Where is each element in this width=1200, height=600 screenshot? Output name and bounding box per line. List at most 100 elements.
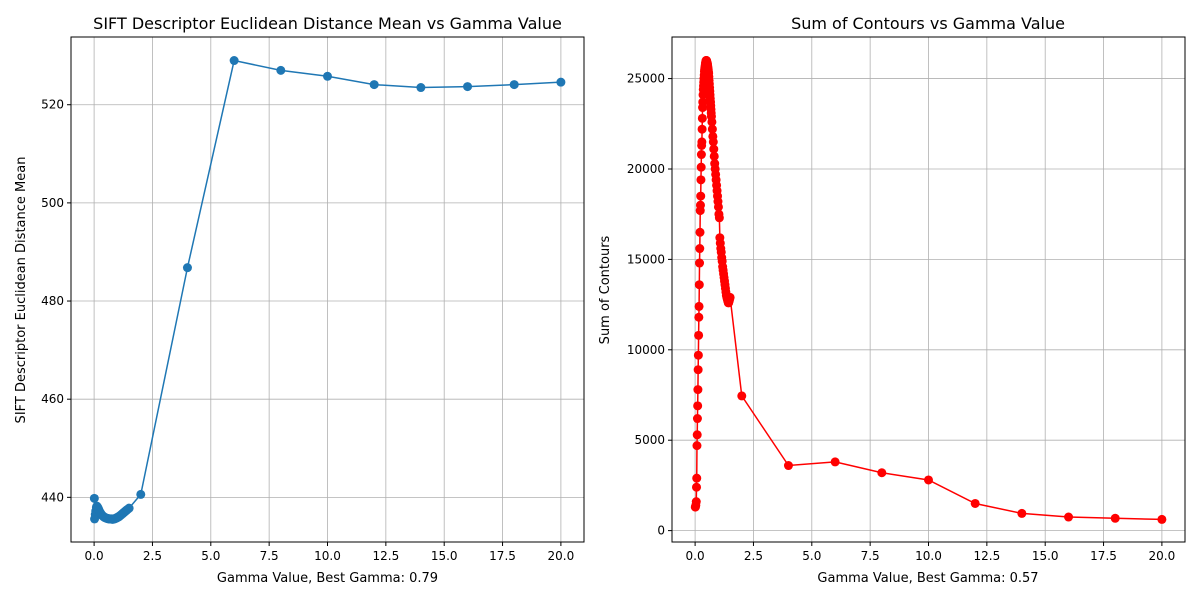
data-point bbox=[1157, 514, 1167, 524]
y-tick-label: 10000 bbox=[627, 343, 665, 357]
y-axis-label: Sum of Contours bbox=[598, 235, 613, 344]
x-tick-label: 2.5 bbox=[744, 549, 763, 563]
x-tick-label: 15.0 bbox=[431, 549, 458, 563]
y-tick-label: 500 bbox=[41, 196, 64, 210]
x-tick-label: 5.0 bbox=[201, 549, 220, 563]
data-point bbox=[697, 137, 707, 147]
data-point bbox=[276, 65, 286, 75]
data-point bbox=[182, 263, 192, 273]
x-axis-label: Gamma Value, Best Gamma: 0.79 bbox=[217, 571, 438, 586]
x-axis-label: Gamma Value, Best Gamma: 0.57 bbox=[817, 571, 1038, 586]
x-tick-label: 20.0 bbox=[1149, 549, 1176, 563]
data-point bbox=[136, 489, 146, 499]
data-point bbox=[697, 124, 707, 134]
data-point bbox=[725, 292, 735, 302]
y-tick-label: 0 bbox=[657, 524, 665, 538]
data-point bbox=[694, 330, 704, 340]
x-tick-label: 15.0 bbox=[1032, 549, 1059, 563]
y-tick-label: 15000 bbox=[627, 252, 665, 266]
grid-lines bbox=[71, 37, 584, 542]
x-tick-label: 17.5 bbox=[1090, 549, 1117, 563]
data-point bbox=[694, 301, 704, 311]
chart-sift-distance: SIFT Descriptor Euclidean Distance Mean … bbox=[14, 14, 585, 586]
data-point bbox=[695, 258, 705, 268]
data-point bbox=[229, 56, 239, 66]
y-tick-label: 25000 bbox=[627, 72, 665, 86]
data-point bbox=[698, 97, 708, 107]
data-point bbox=[509, 80, 519, 90]
x-tick-label: 5.0 bbox=[802, 549, 821, 563]
data-point bbox=[714, 213, 724, 223]
y-axis-label: SIFT Descriptor Euclidean Distance Mean bbox=[14, 157, 29, 424]
data-point bbox=[691, 497, 701, 507]
data-point bbox=[707, 124, 717, 134]
y-tick-label: 440 bbox=[41, 490, 64, 504]
axis-ticks: 0.0 2.5 5.0 7.5 10.0 12.5 15.0 17.5 20.0 0 5000 100… bbox=[627, 72, 1175, 563]
data-point bbox=[830, 457, 840, 467]
data-series bbox=[89, 56, 566, 524]
data-point bbox=[694, 312, 704, 322]
data-point bbox=[924, 475, 933, 485]
data-point bbox=[693, 401, 703, 411]
data-point bbox=[369, 80, 379, 90]
data-point bbox=[124, 503, 134, 513]
data-point bbox=[463, 82, 473, 92]
axis-ticks: 0.0 2.5 5.0 7.5 10.0 12.5 15.0 17.5 20.0 440 460 48… bbox=[41, 98, 574, 563]
x-tick-label: 7.5 bbox=[260, 549, 279, 563]
data-point bbox=[696, 175, 706, 185]
data-point bbox=[323, 71, 332, 81]
data-point bbox=[693, 350, 703, 360]
data-point bbox=[695, 200, 705, 210]
data-point bbox=[696, 162, 706, 172]
data-point bbox=[556, 77, 566, 87]
data-point bbox=[693, 385, 703, 395]
data-point bbox=[877, 468, 887, 478]
data-point bbox=[696, 191, 706, 201]
x-tick-label: 10.0 bbox=[314, 549, 341, 563]
x-tick-label: 0.0 bbox=[85, 549, 104, 563]
x-tick-label: 17.5 bbox=[489, 549, 516, 563]
grid-lines bbox=[672, 37, 1185, 542]
data-point bbox=[693, 365, 703, 375]
chart-title: Sum of Contours vs Gamma Value bbox=[791, 14, 1065, 33]
data-point bbox=[416, 83, 426, 93]
data-point bbox=[694, 280, 704, 290]
x-tick-label: 10.0 bbox=[915, 549, 942, 563]
chart-title: SIFT Descriptor Euclidean Distance Mean … bbox=[93, 14, 562, 33]
data-point bbox=[697, 113, 707, 123]
data-point bbox=[696, 150, 706, 160]
data-point bbox=[708, 137, 718, 147]
x-tick-label: 12.5 bbox=[372, 549, 399, 563]
data-point bbox=[707, 117, 717, 127]
data-point bbox=[692, 430, 702, 440]
data-point bbox=[709, 144, 719, 154]
y-tick-label: 480 bbox=[41, 294, 64, 308]
x-tick-label: 0.0 bbox=[686, 549, 705, 563]
data-point bbox=[970, 498, 980, 508]
data-point bbox=[783, 461, 793, 471]
x-tick-label: 20.0 bbox=[548, 549, 575, 563]
data-point bbox=[692, 441, 702, 451]
data-point bbox=[713, 202, 723, 212]
data-point bbox=[709, 151, 719, 161]
data-point bbox=[1064, 512, 1074, 522]
y-tick-label: 20000 bbox=[627, 162, 665, 176]
data-point bbox=[692, 482, 702, 492]
data-point bbox=[1017, 508, 1027, 518]
x-tick-label: 2.5 bbox=[143, 549, 162, 563]
chart-sum-of-contours: Sum of Contours vs Gamma Value Gamma Val… bbox=[598, 14, 1186, 586]
data-point bbox=[89, 493, 99, 503]
y-tick-label: 520 bbox=[41, 98, 64, 112]
data-point bbox=[695, 227, 705, 237]
y-tick-label: 5000 bbox=[634, 433, 665, 447]
x-tick-label: 12.5 bbox=[973, 549, 1000, 563]
data-series bbox=[690, 56, 1167, 524]
x-tick-label: 7.5 bbox=[861, 549, 880, 563]
data-point bbox=[1110, 513, 1120, 523]
data-point bbox=[692, 473, 702, 483]
y-tick-label: 460 bbox=[41, 392, 64, 406]
data-point bbox=[695, 244, 705, 254]
data-point bbox=[737, 391, 747, 401]
